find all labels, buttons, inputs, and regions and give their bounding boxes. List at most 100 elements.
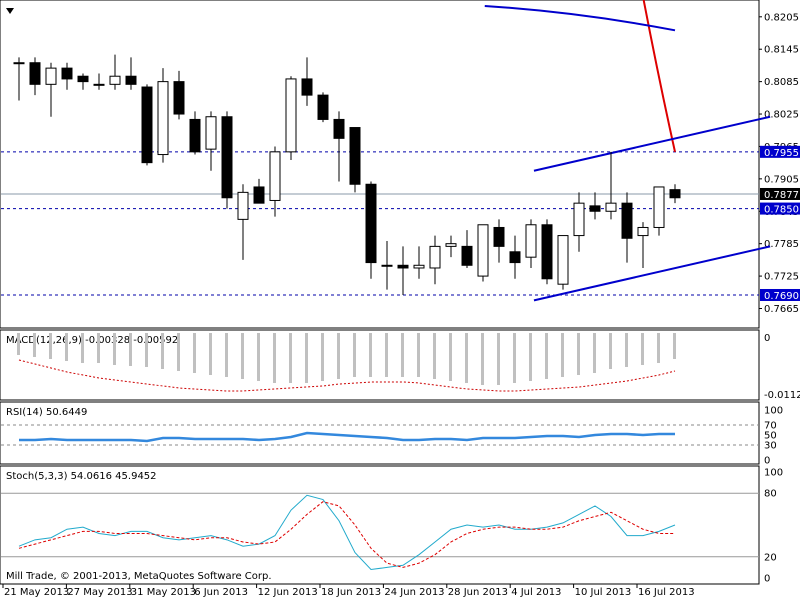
stoch-label: Stoch(5,3,3) 54.0616 45.9452	[6, 471, 157, 482]
rsi-axis-label: 30	[764, 441, 777, 452]
macd-bar	[577, 333, 580, 375]
stoch-axis-label: 0	[764, 574, 770, 585]
macd-bar	[273, 333, 276, 383]
candle[interactable]	[589, 192, 601, 220]
candle[interactable]	[541, 219, 553, 285]
candle[interactable]	[269, 146, 281, 217]
candle[interactable]	[173, 70, 185, 120]
candle[interactable]	[669, 184, 681, 204]
macd-bar	[81, 333, 84, 363]
candle[interactable]	[109, 54, 121, 90]
macd-bar	[465, 333, 468, 383]
candle-body	[285, 78, 297, 153]
candle-body	[365, 183, 377, 264]
candle[interactable]	[77, 73, 89, 90]
macd-bar	[657, 333, 660, 363]
candle[interactable]	[445, 235, 457, 258]
rsi-panel-frame	[0, 401, 760, 465]
candle[interactable]	[493, 219, 505, 263]
candle[interactable]	[45, 62, 57, 117]
candle[interactable]	[477, 224, 489, 282]
macd-bar	[225, 333, 228, 377]
horizontal-levels[interactable]: 0.7955 0.7850 0.7690	[1, 145, 800, 302]
candle[interactable]	[637, 222, 649, 268]
candle[interactable]	[653, 186, 665, 236]
candle[interactable]	[381, 240, 393, 290]
candle-body	[493, 226, 505, 247]
candle[interactable]	[621, 192, 633, 263]
candle-body	[637, 226, 649, 237]
macd-bar	[241, 333, 244, 379]
candle-body	[477, 224, 489, 277]
candle[interactable]	[349, 127, 361, 193]
candle[interactable]	[365, 181, 377, 279]
macd-bar	[17, 333, 20, 355]
candle[interactable]	[605, 151, 617, 220]
candle[interactable]	[93, 73, 105, 90]
overlays[interactable]	[484, 0, 771, 302]
rsi-axis-label: 0	[764, 456, 770, 467]
candle[interactable]	[461, 230, 473, 268]
channel-lower-line[interactable]	[533, 245, 771, 302]
macd-bar	[625, 333, 628, 367]
macd-bar	[337, 333, 340, 379]
moving-average-red[interactable]	[642, 0, 676, 153]
candle[interactable]	[301, 57, 313, 106]
candle-body	[573, 202, 585, 237]
candle[interactable]	[333, 111, 345, 182]
current-price-box	[760, 187, 800, 200]
level-label: 0.7850	[764, 205, 799, 216]
candle[interactable]	[141, 84, 153, 166]
candle[interactable]	[29, 57, 41, 96]
macd-axis-top: 0	[764, 333, 770, 344]
candle-body	[13, 62, 25, 65]
macd-bar	[161, 333, 164, 369]
channel-upper-line[interactable]	[533, 115, 771, 172]
price-axis-label: 0.8205	[764, 12, 799, 23]
candle[interactable]	[189, 111, 201, 155]
candle-body	[509, 251, 521, 264]
candle-body	[61, 67, 73, 80]
chart-shift-marker-icon[interactable]	[6, 8, 14, 14]
candle-body	[29, 62, 41, 85]
candle[interactable]	[525, 219, 537, 268]
candle[interactable]	[237, 184, 249, 260]
candle[interactable]	[397, 246, 409, 295]
macd-bar	[113, 333, 116, 365]
moving-average-blue[interactable]	[484, 5, 676, 32]
candle[interactable]	[285, 76, 297, 160]
candle[interactable]	[317, 92, 329, 123]
candle[interactable]	[61, 62, 73, 90]
stochastic-indicator: Stoch(5,3,3) 54.0616 45.9452 Mill Trade,…	[1, 468, 783, 585]
candle[interactable]	[557, 235, 569, 290]
candle[interactable]	[13, 57, 25, 101]
candle[interactable]	[205, 111, 217, 171]
candle-body	[557, 235, 569, 285]
candle[interactable]	[125, 57, 137, 90]
candle[interactable]	[253, 178, 265, 204]
macd-bar	[433, 333, 436, 379]
macd-bar	[177, 333, 180, 371]
candle-body	[653, 186, 665, 228]
candle-body	[605, 202, 617, 212]
price-axis-label: 0.7665	[764, 304, 799, 315]
macd-bar	[321, 333, 324, 381]
candle[interactable]	[573, 192, 585, 252]
candle-body	[445, 243, 457, 247]
candle-body	[621, 202, 633, 239]
candle[interactable]	[157, 68, 169, 163]
candle[interactable]	[221, 111, 233, 209]
candle-body	[189, 118, 201, 153]
candle[interactable]	[509, 235, 521, 279]
candle[interactable]	[429, 235, 441, 285]
candle[interactable]	[413, 246, 425, 279]
candle-body	[157, 81, 169, 156]
candles[interactable]	[13, 54, 681, 295]
macd-bar	[385, 333, 388, 377]
macd-bar	[97, 333, 100, 363]
time-axis-label: 24 Jun 2013	[384, 587, 444, 598]
macd-bar	[545, 333, 548, 379]
